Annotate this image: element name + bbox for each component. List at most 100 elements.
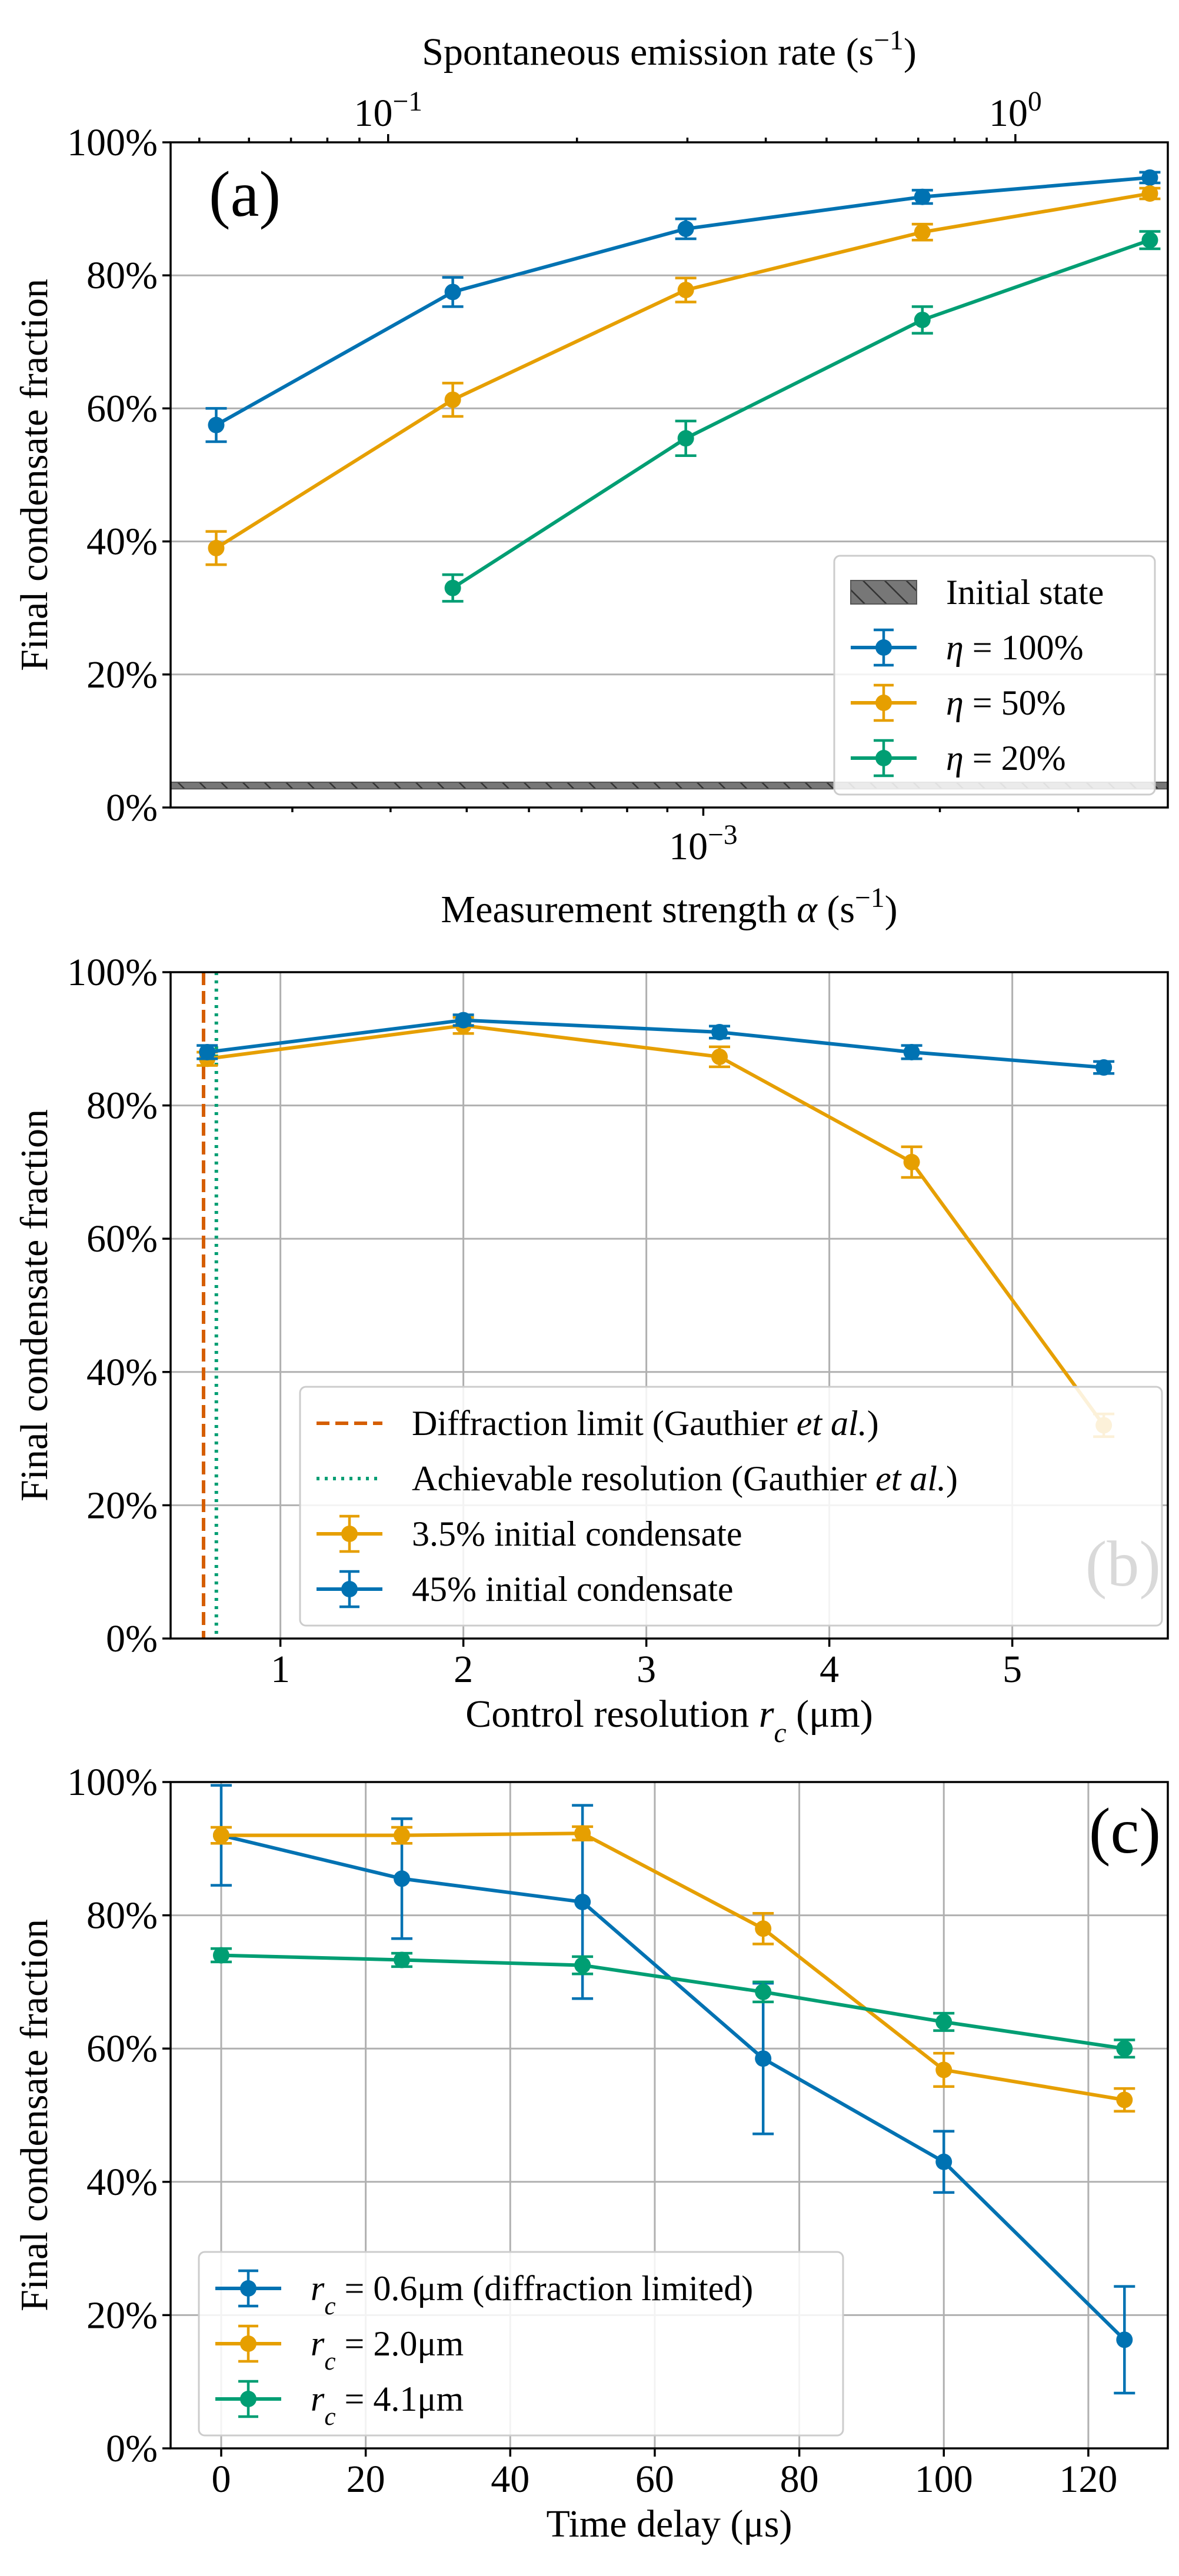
y-axis-label: Final condensate fraction — [13, 1109, 56, 1501]
y-axis-label: Final condensate fraction — [13, 1919, 56, 2311]
x-tick-label: 3 — [637, 1648, 656, 1691]
data-point — [455, 1012, 472, 1029]
legend-label: η = 50% — [946, 683, 1066, 722]
data-point — [935, 2153, 952, 2170]
legend-label: η = 100% — [946, 628, 1084, 667]
data-point — [1116, 2040, 1133, 2057]
data-point — [903, 1043, 920, 1060]
y-tick-label: 40% — [86, 1351, 158, 1394]
x-tick-label: 10−3 — [669, 820, 738, 868]
data-point — [1141, 169, 1158, 186]
y-tick-label: 20% — [86, 1484, 158, 1527]
axes-frame — [169, 141, 1169, 809]
legend-swatch-marker — [240, 2335, 257, 2352]
data-point — [394, 1951, 411, 1968]
x-tick-label: 2 — [454, 1648, 473, 1691]
x-tick-label: 120 — [1059, 2458, 1117, 2501]
x-tick-label: 60 — [635, 2458, 674, 2501]
y-tick-label: 0% — [106, 1617, 158, 1660]
x-tick-label: 4 — [820, 1648, 839, 1691]
legend-swatch-marker — [875, 750, 892, 766]
x-axis-label: Measurement strength α (s−1) — [441, 883, 897, 931]
x-tick-label: 20 — [347, 2458, 385, 2501]
y-tick-label: 80% — [86, 1894, 158, 1937]
top-x-tick-label: 10−1 — [354, 86, 422, 135]
legend-swatch-marker — [341, 1526, 358, 1542]
data-point — [914, 311, 931, 328]
legend: rc = 0.6μm (diffraction limited)rc = 2.0… — [198, 2251, 844, 2437]
data-point — [444, 283, 461, 301]
top-x-tick-label: 100 — [989, 86, 1042, 135]
y-tick-label: 60% — [86, 387, 158, 430]
data-point — [935, 2013, 952, 2030]
data-point — [212, 1827, 229, 1844]
initial-state-band — [171, 782, 1168, 790]
x-tick-label: 5 — [1003, 1648, 1022, 1691]
data-point — [677, 221, 694, 238]
x-tick-label: 100 — [915, 2458, 973, 2501]
y-tick-label: 100% — [67, 951, 158, 994]
data-point — [208, 539, 225, 556]
data-point — [208, 416, 225, 433]
y-tick-label: 40% — [86, 520, 158, 563]
legend-swatch-marker — [240, 2280, 257, 2297]
series-0 — [205, 169, 1161, 443]
legend-label: 45% initial condensate — [412, 1570, 734, 1609]
y-tick-label: 0% — [106, 2427, 158, 2470]
data-point — [755, 1983, 772, 2000]
axes-frame — [169, 1781, 1169, 2450]
series-2 — [442, 230, 1161, 603]
y-tick-label: 60% — [86, 2027, 158, 2070]
legend-label: Initial state — [946, 573, 1104, 612]
series-line — [451, 238, 1151, 590]
data-point — [574, 1957, 591, 1974]
legend-label: η = 20% — [946, 739, 1066, 778]
data-point — [903, 1153, 920, 1170]
series-1 — [210, 1825, 1135, 2113]
top-x-axis-label: Spontaneous emission rate (s−1) — [422, 25, 917, 74]
legend-swatch — [850, 580, 917, 605]
data-point — [212, 1947, 229, 1964]
data-point — [444, 391, 461, 408]
x-tick-label: 40 — [491, 2458, 529, 2501]
y-tick-label: 100% — [67, 121, 158, 164]
plot-area — [196, 972, 1115, 1639]
y-tick-label: 80% — [86, 1085, 158, 1127]
data-point — [394, 1870, 411, 1887]
data-point — [574, 1893, 591, 1910]
legend-label: Achievable resolution (Gauthier et al.) — [412, 1459, 958, 1498]
legend-label: Diffraction limit (Gauthier et al.) — [412, 1404, 879, 1443]
panel-letter: (a) — [209, 158, 281, 230]
data-point — [394, 1827, 411, 1844]
data-point — [1141, 185, 1158, 202]
data-point — [444, 579, 461, 596]
data-point — [935, 2061, 952, 2078]
data-point — [914, 223, 931, 241]
plot-area — [171, 169, 1168, 790]
legend-swatch-marker — [875, 695, 892, 711]
legend-box — [198, 2251, 844, 2437]
x-tick-label: 1 — [271, 1648, 290, 1691]
legend-swatch-marker — [240, 2391, 257, 2407]
data-point — [677, 282, 694, 299]
y-tick-label: 80% — [86, 254, 158, 297]
panel-2: 0% 20% 40% 60% 80% 100% 0 20 40 60 80 100 120 Time de… — [13, 1761, 1169, 2545]
series-1 — [205, 185, 1161, 566]
plot-area — [210, 1784, 1135, 2395]
legend-label: rc = 0.6μm (diffraction limited) — [311, 2269, 753, 2320]
data-point — [677, 430, 694, 447]
legend-swatch-marker — [341, 1581, 358, 1597]
y-tick-label: 40% — [86, 2161, 158, 2204]
legend-box — [833, 555, 1156, 796]
data-point — [574, 1825, 591, 1842]
legend-label: rc = 4.1μm — [311, 2380, 464, 2431]
series-line — [215, 192, 1150, 550]
x-tick-label: 0 — [211, 2458, 231, 2501]
panel-0: 0% 20% 40% 60% 80% 100% 10−3 10−1 100 Spontaneous… — [13, 25, 1169, 931]
series-line — [221, 1831, 1125, 2102]
data-point — [914, 188, 931, 205]
legend-label: rc = 2.0μm — [311, 2324, 464, 2375]
x-tick-label: 80 — [780, 2458, 819, 2501]
series-line — [221, 1953, 1125, 2051]
x-axis-label: Control resolution rc (μm) — [465, 1693, 873, 1749]
